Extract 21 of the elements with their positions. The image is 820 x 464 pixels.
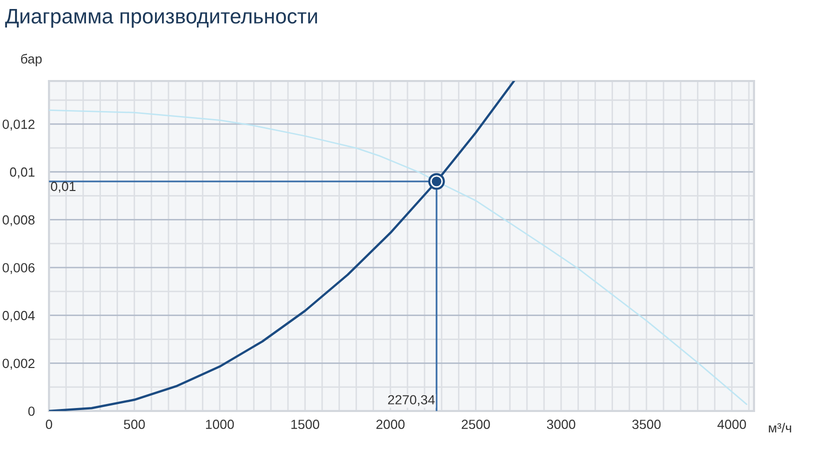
chart-title: Диаграмма производительности bbox=[5, 9, 317, 28]
x-tick-label: 2000 bbox=[376, 420, 405, 430]
y-tick-label: 0,01 bbox=[10, 167, 34, 178]
x-tick-label: 1500 bbox=[291, 420, 320, 430]
x-tick-label: 3500 bbox=[632, 420, 661, 430]
x-tick-label: 4000 bbox=[717, 420, 746, 430]
y-tick-label: 0,012 bbox=[2, 120, 34, 131]
x-tick-label: 3000 bbox=[546, 420, 576, 430]
x-tick-label: 2500 bbox=[462, 420, 490, 430]
ref-line-label: 0,01 bbox=[50, 182, 76, 193]
y-axis-title: бар bbox=[21, 54, 42, 66]
y-tick-label: 0,008 bbox=[2, 215, 35, 226]
x-tick-label: 0 bbox=[46, 420, 52, 430]
x-tick-label: 500 bbox=[124, 420, 145, 430]
y-tick-label: 0,004 bbox=[2, 310, 35, 322]
ref-line-label: 2270,34 bbox=[388, 395, 435, 406]
y-tick-label: 0,002 bbox=[2, 358, 34, 370]
x-tick-label: 1000 bbox=[206, 420, 234, 430]
y-tick-label: 0 bbox=[28, 406, 35, 416]
x-axis-title: м³/ч bbox=[768, 422, 792, 433]
y-tick-label: 0,006 bbox=[2, 263, 35, 274]
